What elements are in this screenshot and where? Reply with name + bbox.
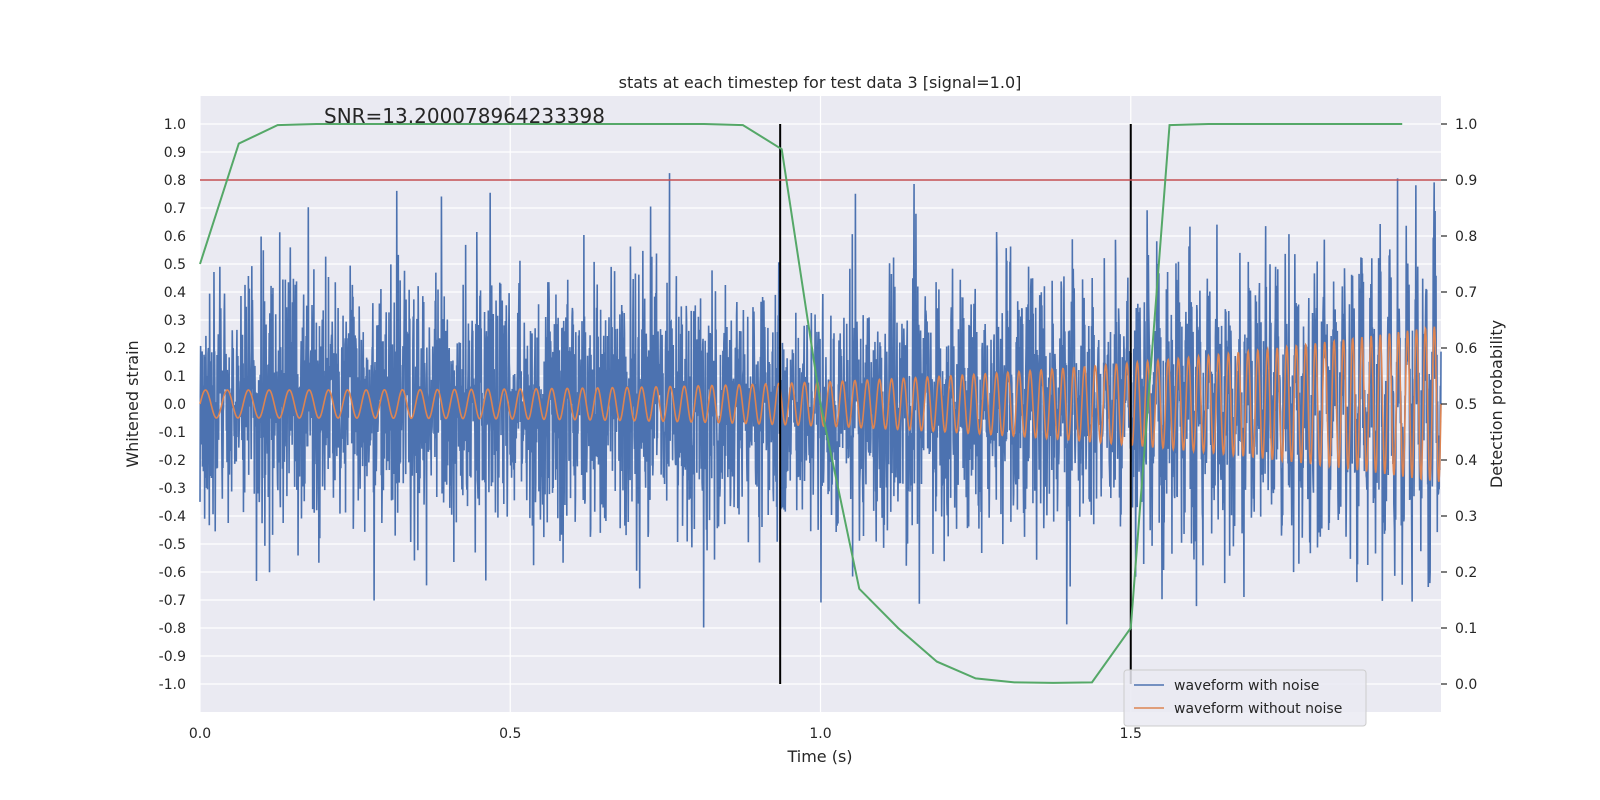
y-left-tick-label-17: -0.7 [159,593,186,609]
series-waveform-with-noise [199,173,1442,628]
legend-label-noise: waveform with noise [1174,678,1319,694]
y-right-tick-label-0: 1.0 [1455,117,1477,133]
y-right-tick-label-2: 0.8 [1455,229,1477,245]
y-left-axis-label: Whitened strain [123,340,142,467]
x-tick-label-2: 1.0 [809,726,831,742]
line-waveform-with-noise [199,173,1442,628]
y-left-tick-label-13: -0.3 [159,481,186,497]
x-tick-label-3: 1.5 [1120,726,1142,742]
y-right-tick-label-9: 0.1 [1455,621,1477,637]
y-left-tick-label-18: -0.8 [159,621,186,637]
line-detection-probability [199,123,1403,684]
legend: waveform with noise waveform without noi… [1123,669,1367,727]
y-right-axis-ticks: 1.0 0.9 0.8 0.7 0.6 0.5 0.4 0.3 0.2 0.1 0.0 [1441,117,1477,693]
y-right-tick-label-1: 0.9 [1455,173,1477,189]
y-right-tick-label-6: 0.4 [1455,453,1477,469]
y-right-tick-label-4: 0.6 [1455,341,1477,357]
x-axis-label: Time (s) [786,747,852,766]
y-right-tick-label-8: 0.2 [1455,565,1477,581]
y-left-tick-label-16: -0.6 [159,565,186,581]
legend-box [1123,669,1367,727]
x-tick-label-0: 0.0 [189,726,211,742]
y-right-tick-label-5: 0.5 [1455,397,1477,413]
y-left-tick-label-3: 0.7 [164,201,186,217]
series-detection-probability [199,123,1403,684]
y-left-tick-label-9: 0.1 [164,369,186,385]
y-left-tick-label-10: 0.0 [164,397,186,413]
y-left-tick-label-19: -0.9 [159,649,186,665]
y-right-axis-label: Detection probability [1487,320,1506,488]
y-left-tick-label-15: -0.5 [159,537,186,553]
y-left-tick-label-20: -1.0 [159,677,186,693]
y-left-tick-label-8: 0.2 [164,341,186,357]
y-left-tick-label-4: 0.6 [164,229,186,245]
y-left-tick-label-6: 0.4 [164,285,186,301]
vertical-markers [779,124,1132,684]
y-left-axis-ticks: 1.0 0.9 0.8 0.7 0.6 0.5 0.4 0.3 0.2 0.1 0.0 -0.1 -0.… [159,117,186,693]
chart-title: stats at each timestep for test data 3 [… [619,73,1022,92]
y-left-tick-label-1: 0.9 [164,145,186,161]
y-left-tick-label-11: -0.1 [159,425,186,441]
y-left-tick-label-5: 0.5 [164,257,186,273]
x-tick-label-1: 0.5 [499,726,521,742]
legend-label-clean: waveform without noise [1174,701,1342,717]
y-left-tick-label-0: 1.0 [164,117,186,133]
y-left-tick-label-7: 0.3 [164,313,186,329]
x-axis-ticks: 0.0 0.5 1.0 1.5 [189,726,1142,742]
snr-annotation: SNR=13.200078964233398 [324,104,605,128]
y-right-tick-label-3: 0.7 [1455,285,1477,301]
y-left-tick-label-2: 0.8 [164,173,186,189]
y-left-tick-label-14: -0.4 [159,509,186,525]
y-right-tick-label-7: 0.3 [1455,509,1477,525]
y-left-tick-label-12: -0.2 [159,453,186,469]
y-right-tick-label-10: 0.0 [1455,677,1477,693]
